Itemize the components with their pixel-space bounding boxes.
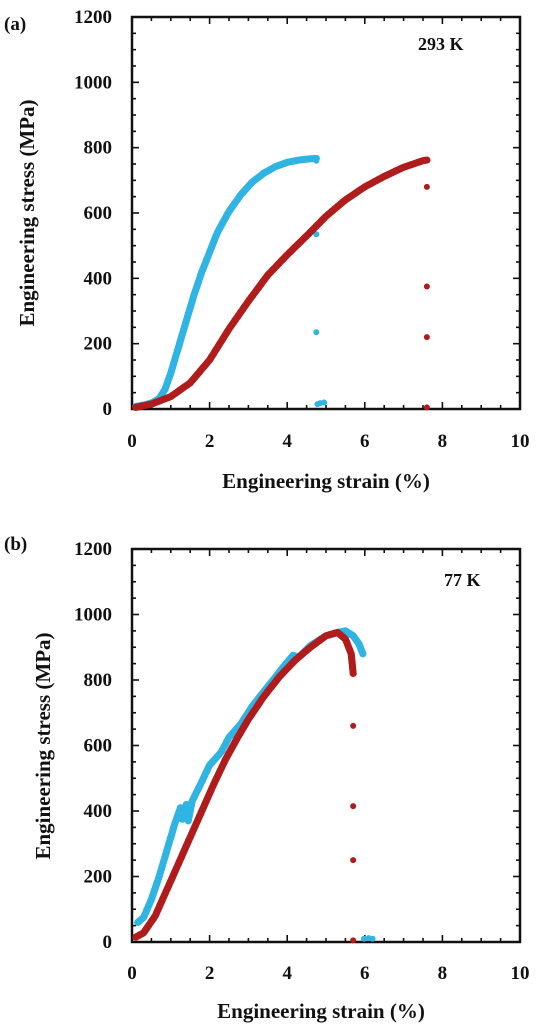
x-tick-label: 4 (282, 963, 292, 984)
y-tick-label: 600 (84, 736, 113, 757)
y-tick-label: 800 (84, 138, 113, 159)
panel-b-temperature-label: 77 K (444, 570, 481, 590)
series-1 (132, 628, 357, 944)
x-tick-label: 6 (360, 431, 370, 452)
y-tick-label: 1200 (74, 539, 112, 560)
panel-a-label: (a) (4, 14, 26, 35)
series-1 (132, 156, 431, 411)
data-point (423, 404, 430, 411)
data-point (369, 935, 376, 942)
series-0 (134, 627, 376, 942)
panel-a-temperature-label: 293 K (418, 34, 464, 54)
x-tick-label: 10 (511, 431, 530, 452)
y-tick-label: 200 (84, 867, 113, 888)
y-tick-label: 200 (84, 334, 113, 355)
panel-a-y-tick-labels: 0 200 400 600 800 1000 1200 (74, 7, 112, 420)
panel-b: (b) 77 K 0 2 4 6 8 10 0 200 400 600 800 1000 1200 E… (4, 534, 530, 1023)
y-tick-label: 800 (84, 670, 113, 691)
x-tick-label: 0 (127, 431, 137, 452)
data-point (349, 669, 357, 678)
data-point (313, 329, 320, 336)
x-tick-label: 2 (205, 431, 215, 452)
x-tick-label: 6 (360, 963, 370, 984)
data-point (359, 650, 366, 657)
y-tick-label: 1000 (74, 605, 112, 626)
x-tick-label: 10 (511, 963, 530, 984)
data-point (423, 283, 430, 290)
x-tick-label: 0 (127, 963, 137, 984)
y-tick-label: 1200 (74, 7, 112, 28)
panel-b-x-axis-title: Engineering strain (%) (217, 999, 425, 1023)
y-tick-label: 1000 (74, 72, 112, 93)
panel-a-x-axis-title: Engineering strain (%) (222, 469, 430, 493)
panel-b-series (132, 627, 376, 944)
panel-b-label: (b) (4, 534, 27, 555)
data-point (350, 857, 357, 864)
x-tick-label: 4 (282, 431, 292, 452)
y-tick-label: 400 (84, 801, 113, 822)
data-point (350, 937, 357, 944)
data-point (350, 803, 357, 810)
data-point (423, 156, 431, 164)
x-tick-label: 2 (205, 963, 215, 984)
x-tick-label: 8 (438, 431, 448, 452)
panel-a-series (132, 154, 431, 411)
y-tick-label: 0 (103, 932, 113, 953)
data-point (361, 935, 368, 942)
panel-b-ticks (131, 548, 521, 943)
y-tick-label: 600 (84, 203, 113, 224)
data-point (423, 334, 430, 341)
data-point (313, 231, 320, 238)
data-point (321, 399, 328, 406)
y-tick-label: 400 (84, 268, 113, 289)
series-0 (132, 154, 328, 410)
x-tick-label: 8 (438, 963, 448, 984)
panel-b-y-tick-labels: 0 200 400 600 800 1000 1200 (74, 539, 112, 953)
panel-a-x-tick-labels: 0 2 4 6 8 10 (127, 431, 529, 452)
panel-b-y-axis-title: Engineering stress (MPa) (31, 632, 55, 859)
y-tick-label: 0 (103, 399, 113, 420)
data-point (423, 183, 430, 190)
panel-b-x-tick-labels: 0 2 4 6 8 10 (127, 963, 529, 984)
panel-b-plot-area (130, 547, 522, 944)
data-point (350, 722, 357, 729)
panel-a-y-axis-title: Engineering stress (MPa) (15, 99, 39, 326)
panel-a-ticks (131, 16, 521, 410)
data-point (313, 157, 320, 164)
panel-a: (a) 293 K 0 2 4 6 8 10 020040060080010001200 … (4, 7, 530, 493)
